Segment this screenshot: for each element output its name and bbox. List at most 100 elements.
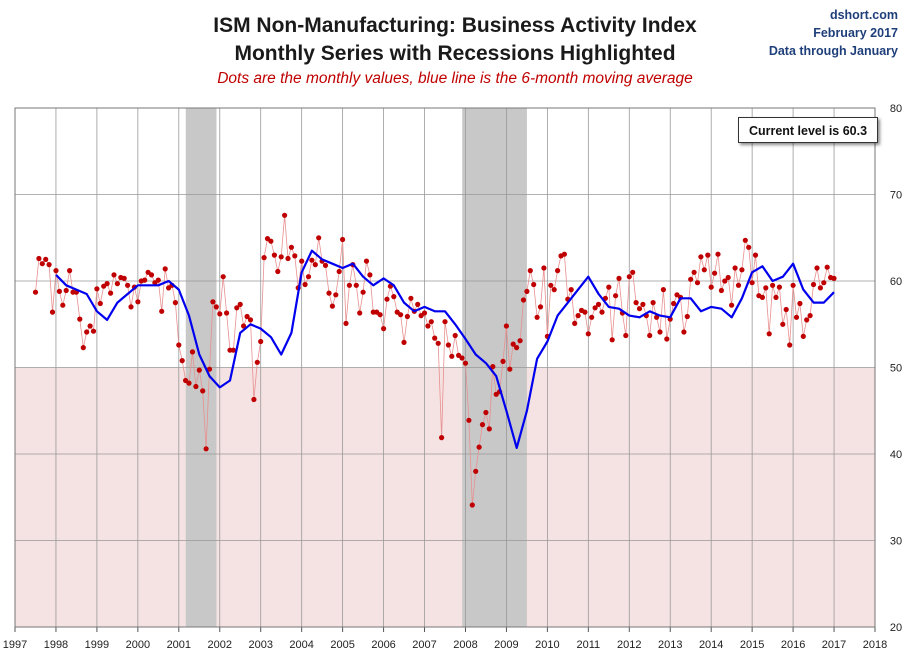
monthly-dot [514, 345, 520, 351]
monthly-dot [176, 342, 182, 348]
monthly-dot [148, 272, 155, 278]
monthly-dot [595, 301, 602, 307]
monthly-dot [299, 258, 305, 264]
plot-frame [14, 107, 876, 628]
monthly-dot [551, 287, 557, 293]
monthly-dot [790, 282, 796, 288]
monthly-dot [343, 320, 349, 326]
monthly-dot [114, 281, 120, 287]
monthly-dot [377, 312, 383, 318]
monthly-dot [275, 268, 281, 275]
monthly-dot [633, 300, 639, 306]
monthly-dot [111, 272, 117, 278]
monthly-dot [125, 282, 131, 288]
monthly-dot [288, 244, 294, 250]
monthly-dot [708, 284, 714, 290]
monthly-dot [701, 267, 707, 273]
monthly-dot [282, 212, 288, 218]
monthly-dot [831, 275, 837, 281]
x-tick-label: 2002 [208, 639, 232, 651]
monthly-dot [449, 353, 455, 359]
monthly-dot [128, 304, 134, 310]
monthly-dot [490, 364, 496, 370]
monthly-dot [408, 295, 414, 301]
monthly-dot [776, 284, 783, 290]
monthly-dot [640, 301, 646, 307]
x-tick-label: 2008 [453, 639, 477, 651]
x-tick-label: 2014 [699, 639, 723, 651]
monthly-dot [90, 328, 97, 334]
monthly-dot [230, 347, 236, 353]
monthly-dot [200, 388, 206, 394]
monthly-dot [623, 332, 629, 339]
monthly-dot [783, 306, 789, 313]
monthly-dot [462, 360, 469, 366]
monthly-dot [271, 252, 277, 258]
monthly-dot [589, 314, 595, 320]
monthly-dot [162, 266, 168, 272]
monthly-dot [309, 257, 315, 263]
monthly-dot [63, 287, 69, 294]
monthly-dot [473, 468, 479, 474]
monthly-dot [398, 312, 404, 318]
monthly-dot [241, 323, 247, 329]
monthly-dot [555, 268, 561, 274]
monthly-dot [524, 288, 530, 294]
monthly-dot [715, 251, 721, 257]
monthly-dot [520, 297, 527, 303]
monthly-dot [814, 265, 820, 271]
monthly-dot [732, 265, 738, 271]
monthly-dot [606, 284, 612, 290]
monthly-dot [616, 275, 622, 281]
monthly-dot [459, 355, 465, 361]
monthly-dot [572, 320, 578, 326]
monthly-dot [654, 314, 660, 320]
monthly-dot [698, 254, 704, 260]
monthly-dot [626, 274, 632, 280]
x-tick-label: 2009 [494, 639, 518, 651]
x-tick-label: 2018 [863, 639, 887, 651]
monthly-dot [688, 276, 694, 282]
monthly-dot [479, 422, 486, 428]
moving-average-line [55, 249, 835, 449]
monthly-dot [694, 280, 701, 286]
monthly-dot [636, 306, 643, 312]
monthly-dot [80, 345, 86, 351]
monthly-dot [421, 310, 428, 316]
monthly-dot [531, 281, 537, 288]
x-tick-label: 2003 [248, 639, 272, 651]
monthly-dot [340, 236, 346, 243]
monthly-dot [305, 274, 312, 280]
monthly-dot [735, 282, 742, 288]
monthly-dot [561, 251, 568, 257]
y-tick-label: 30 [890, 536, 902, 548]
monthly-dot [541, 265, 547, 271]
monthly-dot [104, 281, 110, 287]
monthly-dot [599, 309, 605, 315]
y-tick-label: 80 [890, 103, 902, 115]
monthly-dot [476, 444, 482, 450]
monthly-dot [326, 290, 332, 296]
monthly-dot [742, 237, 748, 243]
source-site[interactable]: dshort.com [829, 8, 898, 22]
monthly-dot [285, 255, 291, 262]
monthly-dot [705, 252, 711, 258]
monthly-dot [49, 309, 56, 315]
monthly-dot [206, 366, 213, 372]
monthly-dot [432, 335, 438, 341]
monthly-dot [234, 305, 240, 311]
monthly-dot [329, 303, 335, 309]
monthly-dot [237, 301, 243, 307]
monthly-dot [647, 332, 653, 339]
monthly-dot [691, 269, 697, 275]
monthly-dot [172, 300, 178, 306]
monthly-dot [630, 269, 636, 275]
y-tick-label: 60 [890, 276, 902, 288]
monthly-dot [56, 288, 63, 294]
monthly-dot [770, 282, 776, 288]
x-tick-label: 2017 [822, 639, 846, 651]
monthly-dot [196, 367, 202, 373]
y-tick-label: 70 [890, 190, 902, 202]
monthly-dot [763, 285, 769, 291]
monthly-dot [32, 289, 39, 295]
